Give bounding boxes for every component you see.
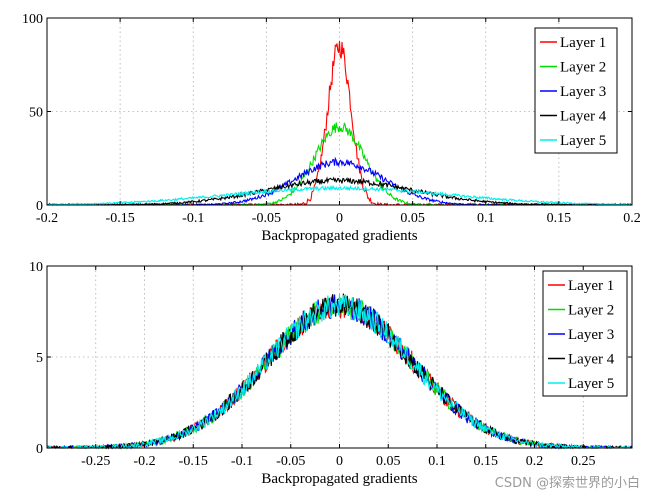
legend-label-1: Layer 1 <box>560 35 606 51</box>
y-tick-label: 10 <box>29 260 43 275</box>
chart-bottom: -0.25 -0.2 -0.15 -0.1 -0.05 0 0.05 0.1 0.15 0.2 0.… <box>29 260 633 487</box>
chart-top: -0.2 -0.15 -0.1 -0.05 0 0.05 0.1 0.15 0.2 0 50 100 B… <box>22 12 641 244</box>
y-tick-label: 100 <box>22 12 43 27</box>
x-tick-label: -0.15 <box>106 211 135 226</box>
y-tick-label: 0 <box>36 199 43 214</box>
y-tick-label: 0 <box>36 442 43 457</box>
x-tick-label: 0.05 <box>376 454 401 469</box>
x-tick-label: -0.2 <box>133 454 155 469</box>
legend-label-3: Layer 3 <box>560 84 606 100</box>
x-axis-title: Backpropagated gradients <box>261 228 417 244</box>
legend-label-3: Layer 3 <box>568 327 614 343</box>
x-tick-label: 0.1 <box>477 211 495 226</box>
x-tick-label: -0.1 <box>182 211 204 226</box>
legend-label-2: Layer 2 <box>560 60 606 76</box>
legend-label-1: Layer 1 <box>568 278 614 294</box>
legend-label-2: Layer 2 <box>568 303 614 319</box>
y-tick-label: 5 <box>36 351 43 366</box>
x-tick-label: 0.2 <box>623 211 641 226</box>
x-tick-label: -0.05 <box>276 454 305 469</box>
legend-label-5: Layer 5 <box>568 376 614 392</box>
legend-label-4: Layer 4 <box>560 109 607 125</box>
series-line-5 <box>46 184 633 206</box>
legend-label-5: Layer 5 <box>560 133 606 149</box>
x-tick-label: 0.2 <box>526 454 544 469</box>
x-tick-label: 0 <box>336 454 343 469</box>
legend: Layer 1 Layer 2 Layer 3 Layer 4 Layer 5 <box>542 270 628 397</box>
x-tick-label: -0.25 <box>81 454 110 469</box>
x-tick-label: 0 <box>336 211 343 226</box>
watermark-text: CSDN @探索世界的小白 <box>494 476 640 491</box>
x-tick-label: -0.2 <box>36 211 58 226</box>
y-tick-label: 50 <box>29 106 43 121</box>
x-tick-label: 0.1 <box>428 454 446 469</box>
legend-label-4: Layer 4 <box>568 352 615 368</box>
x-tick-label: 0.05 <box>400 211 425 226</box>
x-tick-label: -0.1 <box>231 454 253 469</box>
x-tick-label: 0.25 <box>571 454 596 469</box>
x-axis-title: Backpropagated gradients <box>261 471 417 487</box>
x-tick-label: -0.05 <box>252 211 281 226</box>
x-tick-label: -0.15 <box>179 454 208 469</box>
x-tick-label: 0.15 <box>474 454 499 469</box>
legend: Layer 1 Layer 2 Layer 3 Layer 4 Layer 5 <box>534 27 618 154</box>
x-tick-label: 0.15 <box>547 211 572 226</box>
